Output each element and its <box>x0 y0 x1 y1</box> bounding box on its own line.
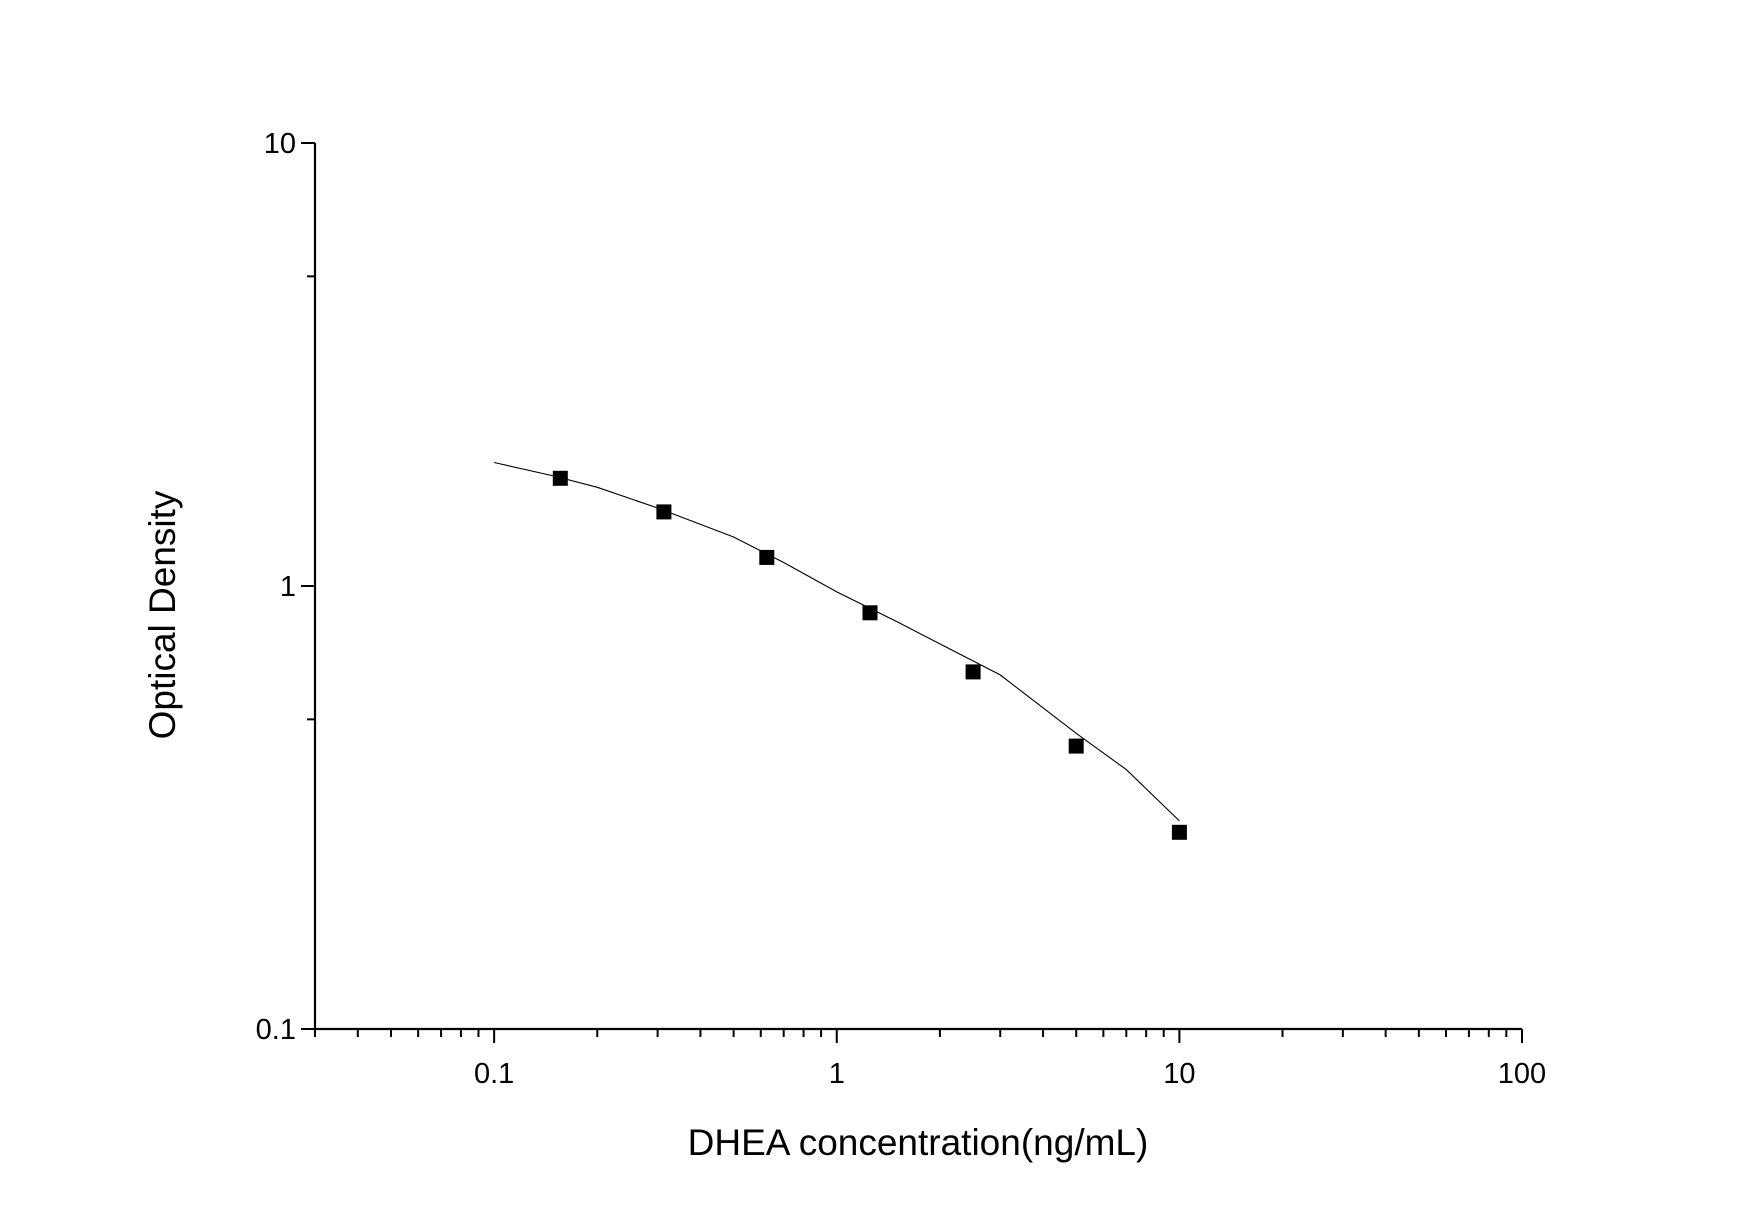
y-tick-label: 0.1 <box>256 1014 296 1046</box>
data-point <box>656 504 672 520</box>
data-point <box>1171 824 1187 840</box>
data-point <box>862 605 878 621</box>
y-tick-label: 1 <box>280 571 296 603</box>
x-axis-title: DHEA concentration(ng/mL) <box>688 1122 1149 1163</box>
data-point <box>759 549 775 565</box>
plot-area <box>493 461 1187 840</box>
axis-ticks <box>301 142 1523 1043</box>
x-tick-label: 0.1 <box>474 1058 514 1090</box>
data-point <box>965 664 981 680</box>
y-tick-label: 10 <box>264 128 296 160</box>
x-tick-label: 1 <box>829 1058 845 1090</box>
x-tick-label: 100 <box>1498 1058 1546 1090</box>
data-point <box>1068 738 1084 754</box>
axis-tick-labels: 0.1 1 10 100 0.1 1 10 <box>256 128 1547 1090</box>
fit-curve <box>493 461 1180 822</box>
data-point <box>552 470 568 486</box>
x-tick-label: 10 <box>1163 1058 1195 1090</box>
y-axis-title: Optical Density <box>142 490 183 739</box>
